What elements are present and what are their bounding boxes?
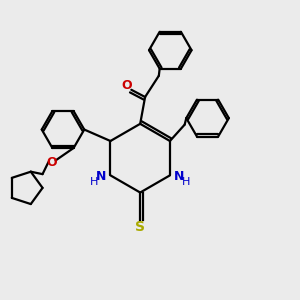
- Text: H: H: [182, 177, 190, 187]
- Text: N: N: [174, 169, 184, 182]
- Text: N: N: [96, 169, 106, 182]
- Text: O: O: [121, 80, 132, 92]
- Text: S: S: [135, 220, 145, 234]
- Text: O: O: [46, 155, 57, 169]
- Text: H: H: [90, 177, 98, 187]
